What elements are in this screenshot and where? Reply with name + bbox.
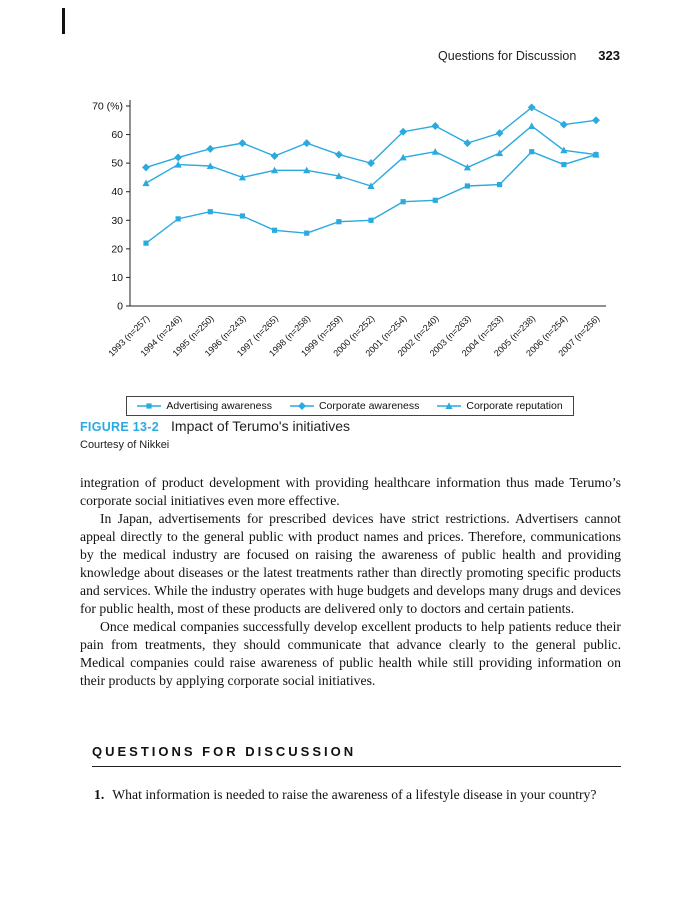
figure-caption: FIGURE 13-2 Impact of Terumo's initiativ… — [80, 418, 620, 451]
svg-text:50: 50 — [111, 158, 123, 170]
running-title: Questions for Discussion — [438, 49, 577, 63]
diamond-marker-icon — [289, 402, 314, 410]
legend-item-triangle: Corporate reputation — [437, 400, 563, 412]
question-text: What information is needed to raise the … — [112, 787, 597, 802]
question-number: 1. — [94, 787, 105, 802]
page-number: 323 — [598, 48, 620, 63]
page-header: Questions for Discussion 323 — [438, 48, 620, 63]
legend-label: Corporate reputation — [466, 400, 563, 412]
paragraph: Once medical companies successfully deve… — [80, 619, 621, 689]
svg-text:0: 0 — [117, 301, 123, 313]
legend-item-diamond: Corporate awareness — [289, 400, 420, 412]
paragraph: integration of product development with … — [80, 475, 621, 509]
legend-label: Corporate awareness — [318, 400, 420, 412]
figure-chart: 0 10 20 30 40 50 60 70 (%) 1993 (n=257) 1994 (n=2… — [72, 92, 628, 416]
body-text: integration of product development with … — [80, 474, 621, 690]
scan-artifact-mark — [62, 8, 65, 34]
svg-text:30: 30 — [111, 215, 123, 227]
question-item: 1. What information is needed to raise t… — [94, 786, 621, 804]
svg-text:10: 10 — [111, 272, 123, 284]
legend-label: Advertising awareness — [166, 400, 272, 412]
paragraph: In Japan, advertisements for prescribed … — [80, 511, 621, 617]
svg-text:70 (%): 70 (%) — [92, 101, 123, 113]
triangle-marker-icon — [437, 402, 462, 409]
svg-text:20: 20 — [111, 243, 123, 255]
svg-text:40: 40 — [111, 186, 123, 198]
legend-item-square: Advertising awareness — [137, 400, 272, 412]
figure-label: FIGURE 13-2 — [80, 420, 160, 434]
svg-text:60: 60 — [111, 129, 123, 141]
figure-credit: Courtesy of Nikkei — [80, 439, 170, 451]
section-heading-questions: QUESTIONS FOR DISCUSSION — [92, 744, 621, 767]
figure-title: Impact of Terumo's initiatives — [171, 418, 351, 434]
chart-legend: Advertising awareness Corporate awareness… — [126, 396, 574, 416]
square-marker-icon — [137, 403, 162, 409]
